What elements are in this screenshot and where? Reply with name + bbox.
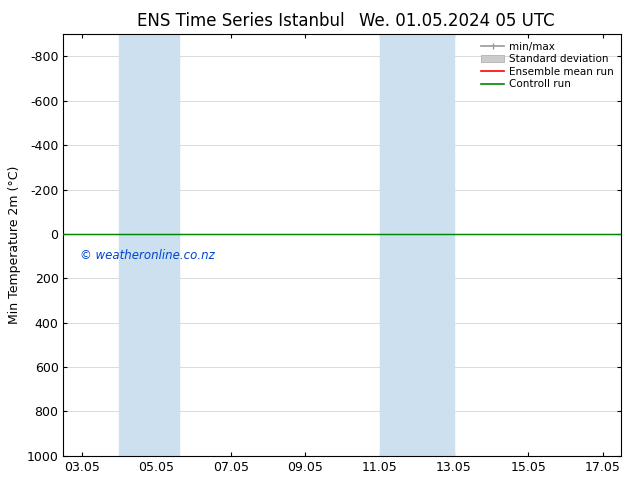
Text: ENS Time Series Istanbul: ENS Time Series Istanbul [137, 12, 345, 30]
Legend: min/max, Standard deviation, Ensemble mean run, Controll run: min/max, Standard deviation, Ensemble me… [479, 40, 616, 92]
Text: We. 01.05.2024 05 UTC: We. 01.05.2024 05 UTC [359, 12, 554, 30]
Y-axis label: Min Temperature 2m (°C): Min Temperature 2m (°C) [8, 166, 21, 324]
Bar [380, 34, 454, 456]
Text: © weatheronline.co.nz: © weatheronline.co.nz [80, 249, 215, 262]
Bar [119, 34, 179, 456]
